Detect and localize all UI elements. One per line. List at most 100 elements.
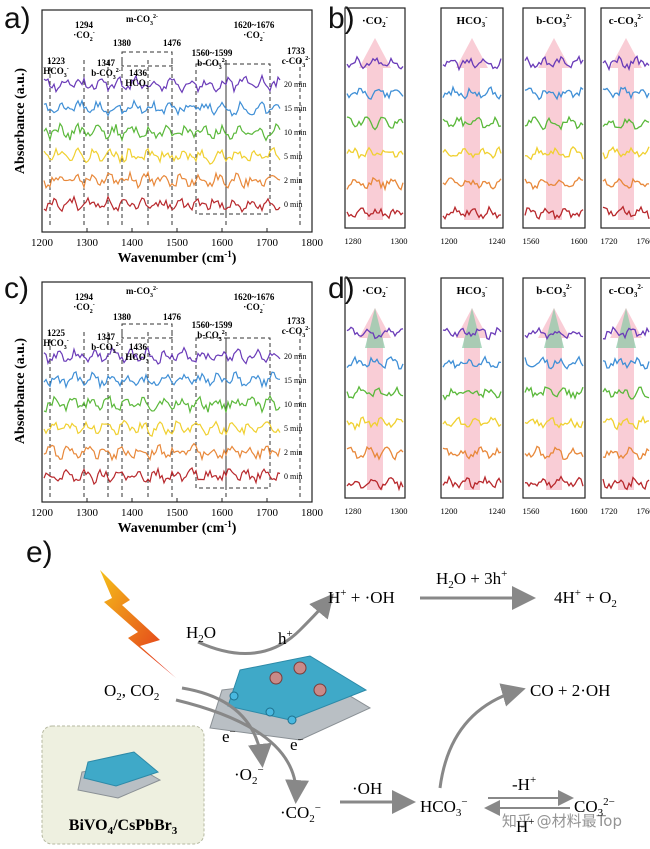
annotation-c1380: 1380: [113, 312, 132, 322]
annotation-a1620: 1620~1676 ·CO2-: [234, 20, 275, 43]
panel-e-mechanism: H2O H+ + ·OH H2O + 3h+ 4H+ + O2 h+ O2, C…: [41, 568, 617, 845]
d-zoom-box-3: b-CO32- 1560 1600: [522, 277, 588, 516]
a-xtick-label: 1200: [31, 237, 54, 249]
label-electron-1: e−: [222, 726, 236, 746]
b-zoom-header: HCO3-: [457, 13, 489, 29]
annotation-c1294: 1294 ·CO2-: [73, 292, 95, 315]
b-zoom-line: [346, 146, 404, 160]
inset-bivo4: [83, 751, 160, 787]
d-zoom-line: [346, 416, 404, 432]
c-spectrum-line: [43, 442, 281, 462]
panel-c-ylabel: Absorbance (a.u.): [13, 338, 28, 445]
c-region-box: [195, 337, 227, 489]
b-zoom-line: [442, 115, 502, 129]
c-spectrum-line: [43, 394, 281, 415]
c-xtick-label: 1300: [76, 507, 99, 519]
d-zoom-line: [524, 475, 584, 489]
a-spectrum-line: [43, 170, 281, 190]
d-zoom-tick: 1200: [441, 506, 458, 516]
c-time-label: 10 min: [284, 400, 306, 409]
annotation-c1733: 1733 c-CO32-: [282, 316, 311, 339]
d-highlight-arrow: [365, 308, 385, 348]
d-zoom-line: [603, 415, 650, 431]
b-trend-arrow: [610, 38, 642, 220]
d-zoom-line: [602, 446, 650, 460]
d-zoom-tick: 1560: [523, 506, 540, 516]
label-hplus-oh: H+ + ·OH: [328, 587, 395, 607]
d-zoom-line: [442, 355, 502, 370]
c-xtick-label: 1400: [121, 507, 144, 519]
label-plus-h: H+: [516, 816, 535, 836]
d-zoom-header: ·CO2-: [362, 283, 389, 299]
b-zoom-header: b-CO32-: [536, 13, 572, 29]
light-bolt-icon: [100, 570, 176, 678]
a-time-label: 5 min: [284, 152, 302, 161]
d-trend-arrow: [610, 308, 642, 490]
d-zoom-line: [524, 355, 584, 370]
d-zoom-line: [442, 475, 502, 490]
a-xtick-label: 1700: [256, 237, 279, 249]
d-zoom-box-4: c-CO32- 1720 1760: [600, 277, 650, 516]
a-xtick-label: 1600: [211, 237, 234, 249]
panel-d-zoom: ·CO2- 1280 1300 HCO3- 1200 1240 b-CO32- 1560 160…: [344, 277, 650, 516]
annotation-c1560: 1560~1599 b-CO32-: [192, 320, 233, 343]
d-zoom-header: c-CO32-: [609, 283, 644, 299]
a-spectrum-line: [43, 98, 281, 117]
label-h2o: H2O: [186, 623, 216, 645]
b-zoom-line: [602, 117, 650, 130]
b-zoom-tick: 1300: [391, 236, 408, 246]
c-xtick-label: 1800: [301, 507, 324, 519]
b-zoom-line: [602, 177, 649, 189]
panel-b-zoom: ·CO2- 1280 1300 HCO3- 1200 1240 b-CO32- 1560 160…: [344, 7, 650, 246]
c-xtick-label: 1200: [31, 507, 54, 519]
c-time-label: 15 min: [284, 376, 306, 385]
d-zoom-line: [442, 416, 502, 428]
d-zoom-line: [346, 476, 404, 492]
c-spectrum-line: [43, 419, 281, 438]
d-zoom-line: [602, 325, 650, 340]
hole-ball-2: [293, 661, 307, 675]
annotation-c1347: 1347 b-CO32-: [91, 332, 121, 355]
label-product-o2: 4H+ + O2: [554, 587, 617, 610]
arrow-h2o-oxidation: [197, 593, 334, 655]
b-zoom-line: [346, 87, 404, 100]
label-h2o-3h: H2O + 3h+: [436, 568, 507, 591]
panel-a-ylabel: Absorbance (a.u.): [13, 68, 28, 175]
label-oh: ·OH: [352, 779, 382, 798]
b-zoom-line: [524, 54, 584, 69]
d-zoom-box-1: ·CO2- 1280 1300: [344, 277, 408, 516]
a-time-label: 0 min: [284, 200, 302, 209]
label-co2-radical: ·CO2−: [280, 802, 321, 825]
arrow-co2-reduction: [175, 698, 310, 804]
b-zoom-header: c-CO32-: [609, 13, 644, 29]
b-zoom-line: [602, 205, 650, 219]
material-label: BiVO4/CsPbBr3: [69, 817, 178, 837]
d-zoom-header: HCO3-: [457, 283, 489, 299]
c-xtick-label: 1600: [211, 507, 234, 519]
c-spectrum-line: [43, 371, 281, 390]
d-zoom-line: [442, 446, 502, 460]
b-trend-arrow: [456, 38, 488, 220]
d-zoom-line: [602, 476, 650, 491]
label-electron-2: e−: [290, 734, 304, 754]
d-trend-arrow: [456, 308, 488, 490]
d-zoom-tick: 1600: [571, 506, 588, 516]
annotation-c1620: 1620~1676 ·CO2-: [234, 292, 275, 315]
panel-c-spectra: 20 min 15 min 10 min 5 min 2 min 0 min 1200 13…: [13, 281, 324, 536]
d-zoom-line: [524, 386, 584, 400]
annotation-a1294: 1294 ·CO2-: [73, 20, 95, 43]
label-reactants: O2, CO2: [104, 681, 159, 703]
d-zoom-line: [442, 387, 502, 401]
a-time-label: 2 min: [284, 176, 302, 185]
b-zoom-line: [346, 116, 404, 131]
panel-c-xlabel: Wavenumber (cm-1): [118, 519, 237, 536]
panel-label-c: c): [4, 272, 29, 305]
a-spectrum-line: [43, 146, 281, 165]
label-hco3: HCO3−: [420, 796, 468, 819]
d-trend-arrow: [538, 308, 570, 490]
d-zoom-line: [524, 445, 584, 460]
label-minus-h: -H+: [512, 774, 536, 794]
b-zoom-line: [442, 85, 502, 100]
c-time-label: 2 min: [284, 448, 302, 457]
c-time-label: 0 min: [284, 472, 302, 481]
